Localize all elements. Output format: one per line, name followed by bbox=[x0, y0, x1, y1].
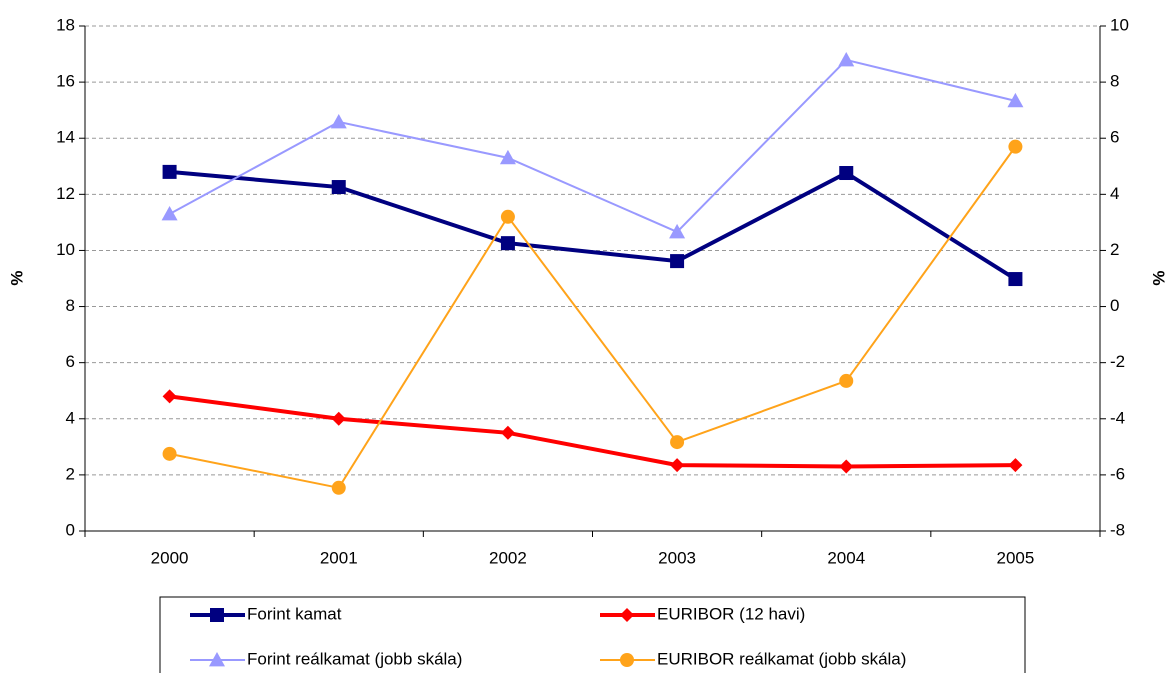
x-tick-label: 2003 bbox=[658, 548, 696, 567]
marker bbox=[669, 223, 686, 239]
y2-tick-label: 8 bbox=[1110, 72, 1119, 91]
y-tick-label: 2 bbox=[66, 464, 75, 483]
legend-label: Forint reálkamat (jobb skála) bbox=[247, 649, 462, 668]
legend-marker bbox=[209, 652, 225, 667]
x-tick-label: 2000 bbox=[151, 548, 189, 567]
x-tick-label: 2004 bbox=[827, 548, 865, 567]
marker bbox=[500, 425, 515, 440]
legend-label: Forint kamat bbox=[247, 604, 342, 623]
marker bbox=[331, 411, 346, 426]
marker bbox=[499, 149, 516, 165]
x-tick-label: 2005 bbox=[997, 548, 1035, 567]
y-axis-label: % bbox=[7, 270, 26, 285]
y2-tick-label: 4 bbox=[1110, 184, 1119, 203]
legend-label: EURIBOR (12 havi) bbox=[657, 604, 805, 623]
marker bbox=[1008, 139, 1023, 154]
marker bbox=[331, 480, 346, 495]
series-line bbox=[169, 394, 1016, 469]
y-tick-label: 12 bbox=[56, 184, 75, 203]
marker bbox=[1007, 92, 1024, 108]
y2-tick-label: 10 bbox=[1110, 15, 1129, 34]
y-tick-label: 0 bbox=[66, 520, 75, 539]
y-tick-label: 6 bbox=[66, 352, 75, 371]
marker bbox=[162, 389, 177, 404]
marker bbox=[161, 205, 178, 221]
marker bbox=[839, 166, 854, 181]
y-tick-label: 14 bbox=[56, 128, 75, 147]
marker bbox=[162, 446, 177, 461]
y2-tick-label: -2 bbox=[1110, 352, 1125, 371]
marker bbox=[838, 51, 855, 67]
marker bbox=[330, 113, 347, 129]
marker bbox=[162, 164, 177, 179]
y-tick-label: 16 bbox=[56, 72, 75, 91]
marker bbox=[500, 209, 515, 224]
y-tick-label: 18 bbox=[56, 15, 75, 34]
marker bbox=[670, 458, 685, 473]
y2-tick-label: 6 bbox=[1110, 128, 1119, 147]
marker bbox=[1008, 272, 1023, 287]
marker bbox=[1008, 458, 1023, 473]
marker bbox=[670, 435, 685, 450]
x-tick-label: 2001 bbox=[320, 548, 358, 567]
x-tick-label: 2002 bbox=[489, 548, 527, 567]
marker bbox=[839, 459, 854, 474]
y2-tick-label: 2 bbox=[1110, 240, 1119, 259]
marker bbox=[500, 236, 515, 251]
series-line bbox=[169, 58, 1016, 234]
legend-box bbox=[159, 596, 1026, 673]
legend-marker bbox=[620, 608, 634, 622]
legend-marker bbox=[210, 608, 224, 622]
series-line bbox=[169, 146, 1017, 489]
marker bbox=[670, 254, 685, 269]
y2-axis-label: % bbox=[1149, 270, 1168, 285]
y2-tick-label: -4 bbox=[1110, 408, 1125, 427]
y-tick-label: 4 bbox=[66, 408, 75, 427]
y2-tick-label: -8 bbox=[1110, 520, 1125, 539]
y2-tick-label: 0 bbox=[1110, 296, 1119, 315]
y-tick-label: 8 bbox=[66, 296, 75, 315]
y2-tick-label: -6 bbox=[1110, 464, 1125, 483]
marker bbox=[839, 373, 854, 388]
marker bbox=[331, 180, 346, 195]
y-tick-label: 10 bbox=[56, 240, 75, 259]
series-line bbox=[169, 169, 1017, 281]
legend-label: EURIBOR reálkamat (jobb skála) bbox=[657, 649, 906, 668]
legend-marker bbox=[620, 653, 634, 667]
